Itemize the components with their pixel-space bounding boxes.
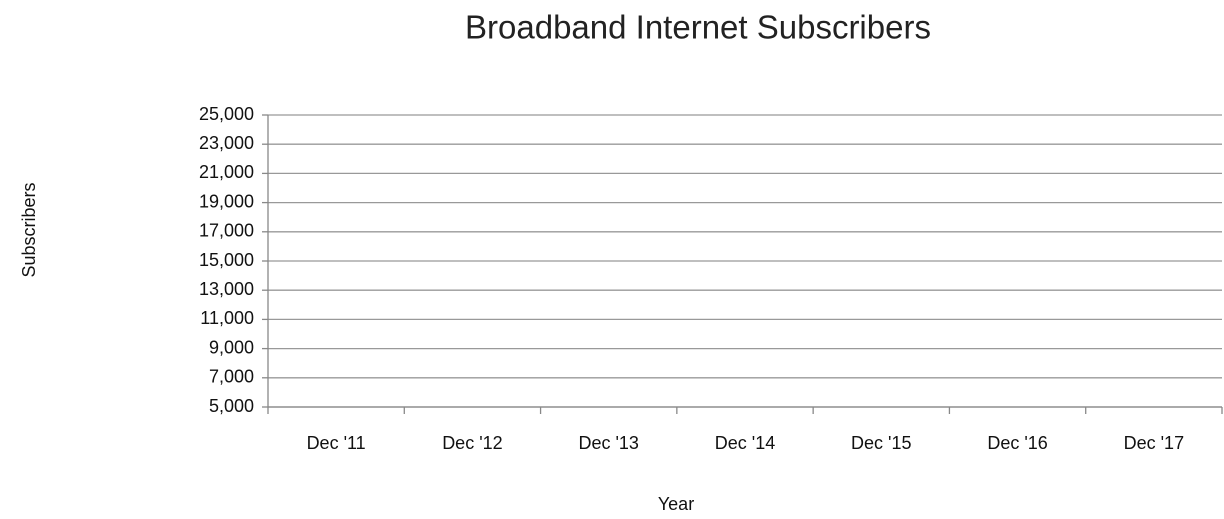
y-tick-label: 13,000 [199,279,254,299]
y-tick-label: 23,000 [199,133,254,153]
y-tick-label: 17,000 [199,221,254,241]
y-tick-label: 11,000 [200,308,254,328]
x-tick-label: Dec '11 [307,433,366,453]
y-tick-label: 15,000 [199,250,254,270]
y-tick-label: 25,000 [199,104,254,124]
x-tick-label: Dec '15 [851,433,911,453]
x-tick-label: Dec '16 [987,433,1047,453]
y-tick-label: 9,000 [209,337,254,357]
x-tick-label: Dec '17 [1124,433,1184,453]
y-axis-label: Subscribers [19,182,39,277]
x-tick-label: Dec '13 [578,433,638,453]
x-tick-label: Dec '12 [442,433,502,453]
chart-title: Broadband Internet Subscribers [465,9,931,46]
x-tick-label: Dec '14 [715,433,775,453]
x-axis-label: Year [658,494,694,514]
y-tick-label: 5,000 [209,396,254,416]
y-tick-label: 7,000 [209,367,254,387]
y-tick-label: 21,000 [199,162,254,182]
y-tick-label: 19,000 [199,191,254,211]
